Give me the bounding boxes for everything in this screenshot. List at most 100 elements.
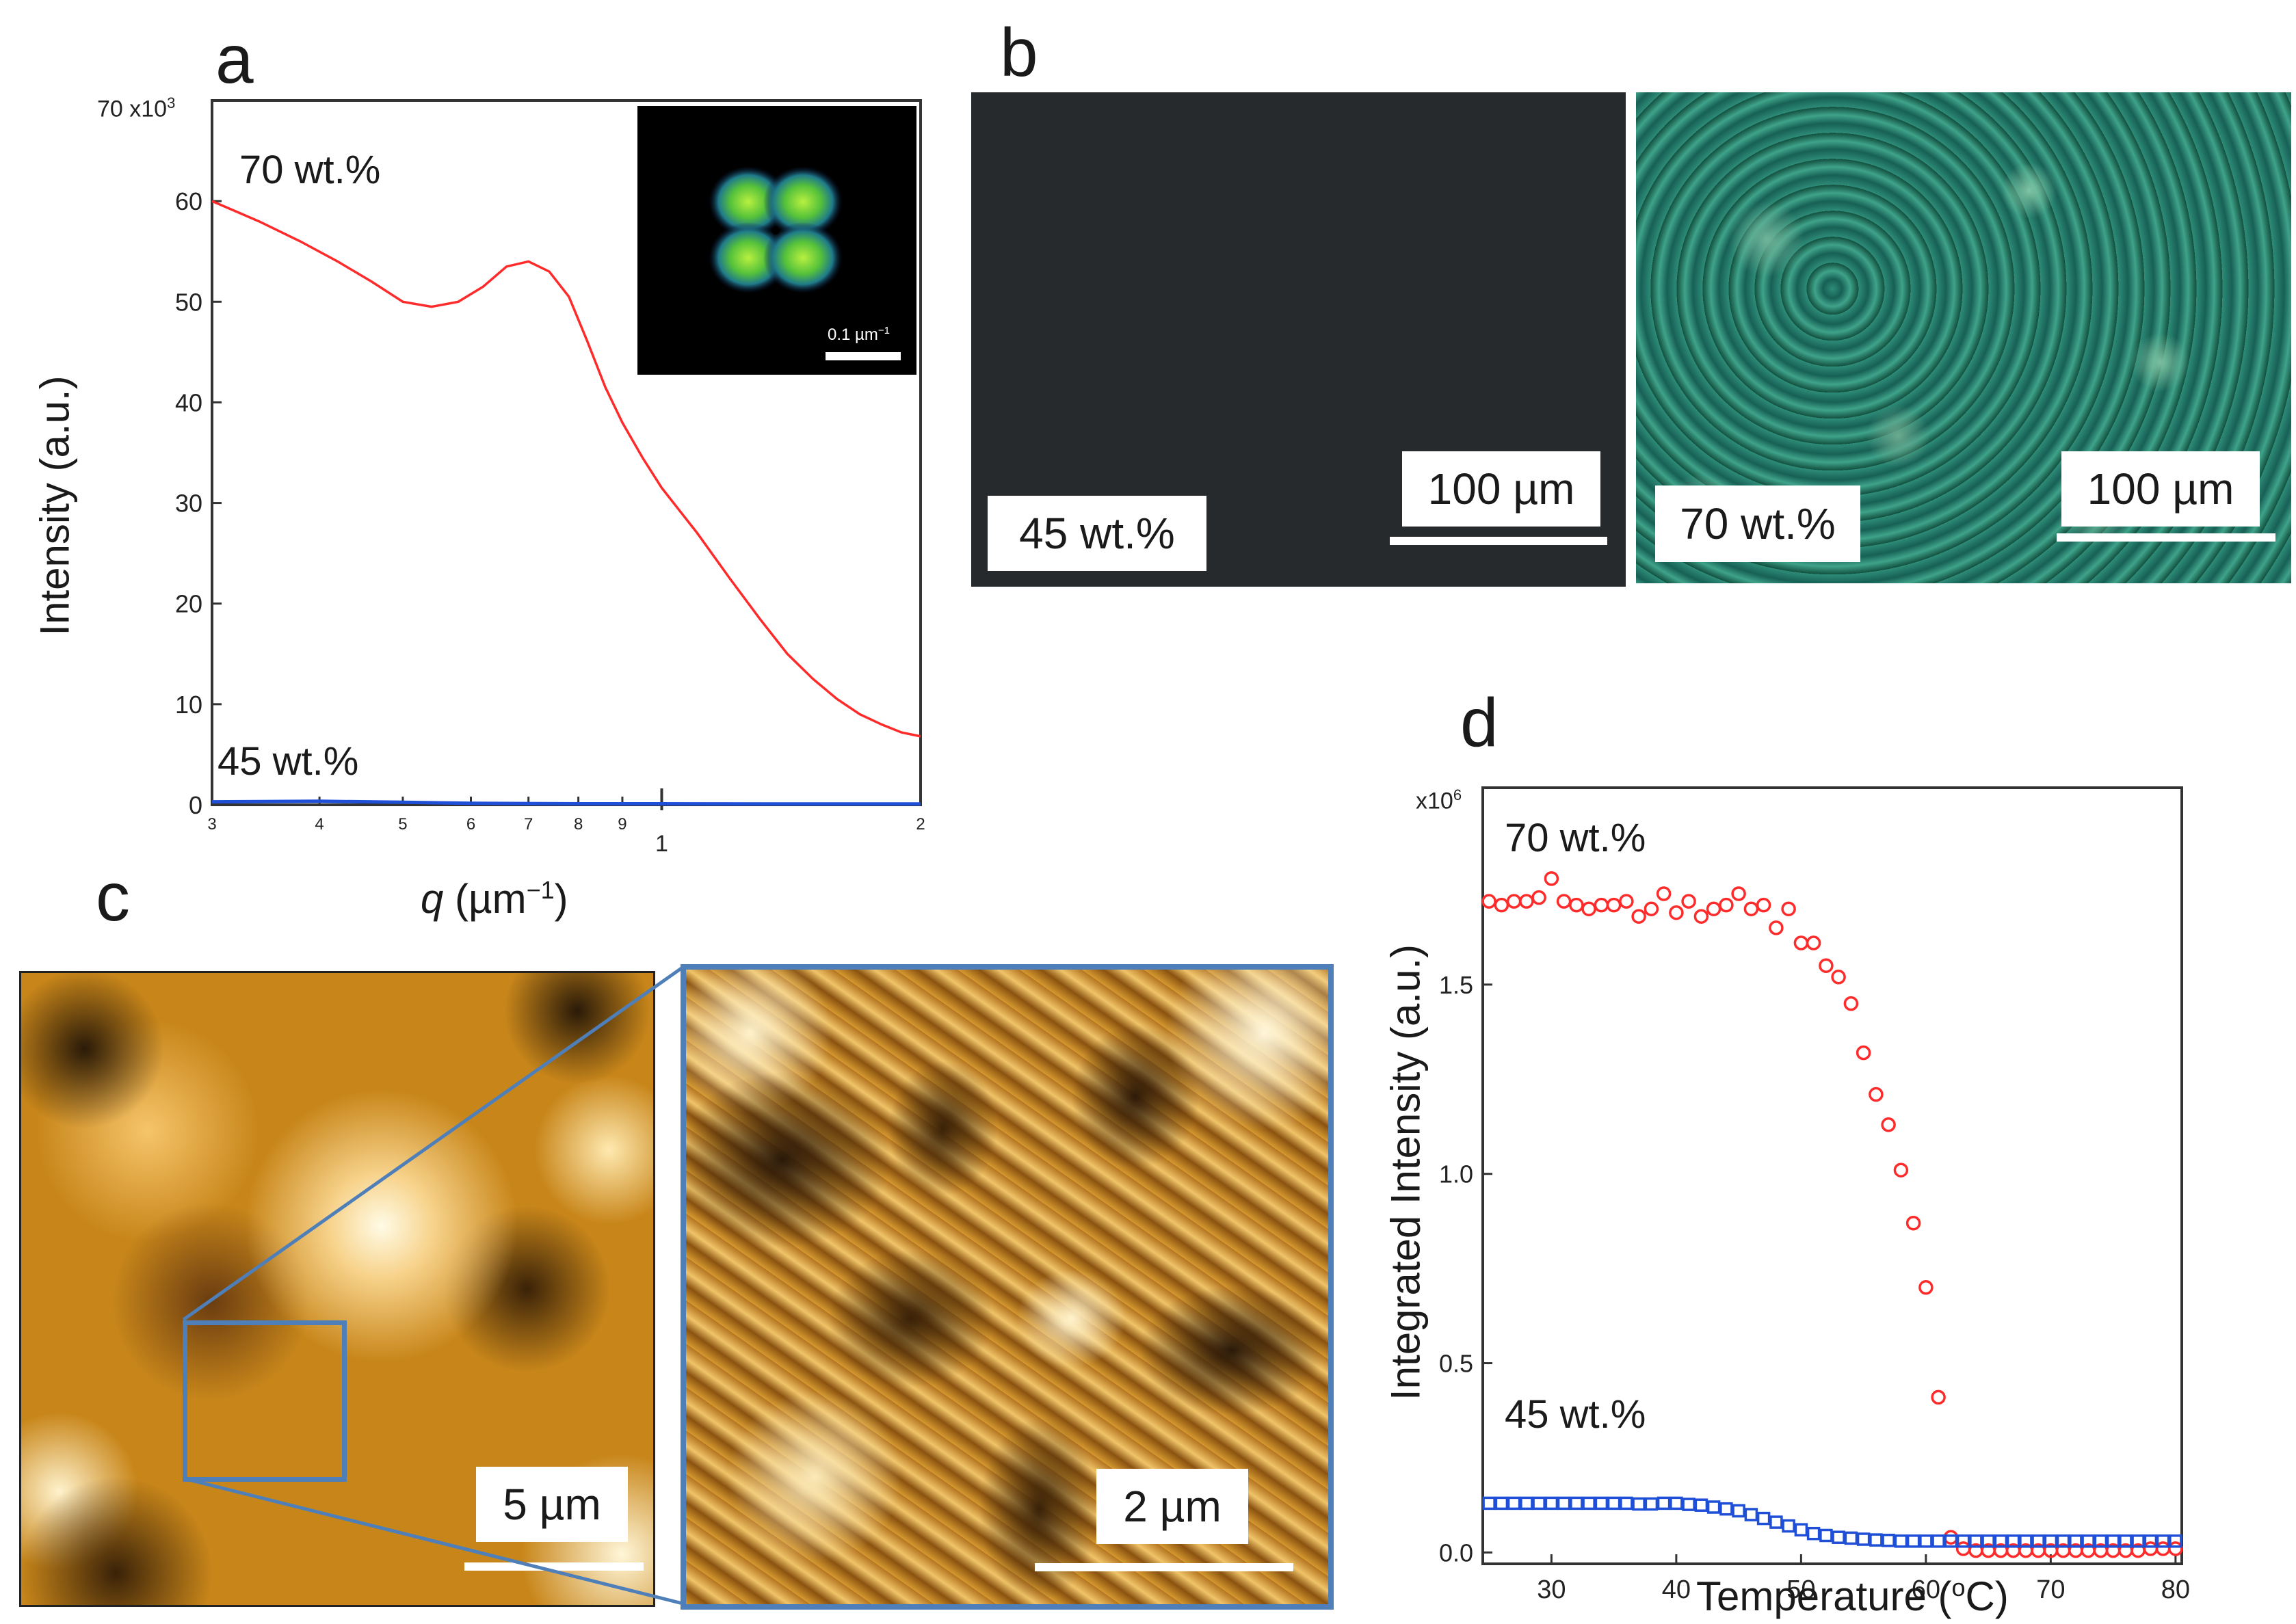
- chart-d-point-45wt: [1557, 1496, 1571, 1510]
- chart-a-y-tick-label: 30: [175, 490, 202, 518]
- panel-b-right-label: 70 wt.%: [1655, 485, 1860, 562]
- chart-d-point-45wt: [1744, 1508, 1758, 1521]
- chart-d-point-70wt: [1905, 1215, 1921, 1231]
- chart-d-point-70wt: [1881, 1117, 1896, 1132]
- chart-d-point-45wt: [2031, 1534, 2045, 1548]
- chart-d-point-70wt: [1494, 897, 1509, 913]
- panel-c-left-scale-label: 5 µm: [476, 1467, 628, 1542]
- chart-a-y-tick-label: 10: [175, 691, 202, 719]
- panel-b-right-scalebar: [2057, 533, 2275, 542]
- chart-d-x-tick-label: 70: [2036, 1575, 2065, 1604]
- chart-d-point-45wt: [1806, 1526, 1821, 1541]
- chart-d-point-45wt: [1832, 1530, 1845, 1544]
- chart-d-point-70wt: [1719, 897, 1734, 913]
- chart-d-point-70wt: [1631, 909, 1646, 924]
- chart-d-x-title: Temperature (oC): [1696, 1573, 2009, 1619]
- chart-d-point-45wt: [1620, 1496, 1633, 1510]
- inset-scattering-pattern: [709, 166, 901, 360]
- chart-d-x-tick-label: 30: [1537, 1575, 1566, 1604]
- chart-d-point-70wt: [1793, 935, 1809, 950]
- chart-d-point-70wt: [1669, 905, 1684, 920]
- chart-d-point-45wt: [1956, 1534, 1970, 1548]
- chart-d-point-45wt: [1719, 1502, 1733, 1516]
- chart-d-point-45wt: [1607, 1496, 1621, 1510]
- chart-d-point-45wt: [2094, 1534, 2108, 1548]
- chart-d-y-tick-label: 1.0: [1439, 1160, 1473, 1188]
- chart-d-point-70wt: [1743, 901, 1759, 916]
- chart-a-x-tick-label: 2: [916, 815, 925, 834]
- panel-c-right-scale-label: 2 µm: [1096, 1469, 1248, 1544]
- chart-d-point-70wt: [1681, 894, 1696, 909]
- chart-d-point-45wt: [1844, 1531, 1858, 1545]
- panel-b-left-scalebar: [1390, 537, 1607, 545]
- chart-d-y-title: Integrated Intensity (a.u.): [1382, 944, 1429, 1401]
- chart-d-point-70wt: [1619, 894, 1634, 909]
- panel-a: 0 10 20 30 40 50 60 3 4 5 6 7 8 9 2 1 70 x103 Intensit…: [0, 0, 958, 923]
- chart-d-point-45wt: [2019, 1534, 2033, 1548]
- panel-c-right-image: 2 µm: [681, 964, 1334, 1610]
- chart-d-point-70wt: [1506, 894, 1522, 909]
- chart-a-x-tick-label: 5: [398, 815, 407, 834]
- chart-d-point-45wt: [1906, 1534, 1921, 1548]
- chart-d-point-45wt: [2081, 1534, 2095, 1548]
- chart-a-series-label-45: 45 wt.%: [217, 739, 359, 784]
- chart-d-point-70wt: [1569, 897, 1584, 913]
- chart-a-x-major-tick-label: 1: [655, 831, 668, 857]
- inset-scale-label: 0.1 µm−1: [828, 325, 890, 344]
- chart-a-series-line-45wt: [211, 799, 921, 806]
- chart-d-point-45wt: [1657, 1496, 1671, 1510]
- chart-a-x-tick-label: 3: [207, 815, 216, 834]
- chart-d-point-70wt: [1531, 890, 1546, 905]
- chart-d-point-45wt: [2169, 1534, 2182, 1548]
- chart-d-point-45wt: [1644, 1497, 1659, 1511]
- chart-d-point-70wt: [1769, 920, 1784, 935]
- chart-d-point-45wt: [2044, 1534, 2058, 1548]
- chart-d-point-70wt: [1519, 894, 1534, 909]
- chart-a-x-tick-label: 8: [574, 815, 583, 834]
- chart-d-point-70wt: [1931, 1389, 1946, 1405]
- chart-d-point-45wt: [1919, 1534, 1933, 1548]
- chart-a-y-tick-label: 50: [175, 288, 202, 316]
- chart-d-point-45wt: [1632, 1497, 1646, 1511]
- chart-d-point-45wt: [2106, 1534, 2120, 1548]
- chart-d-x-tick-label: 50: [1786, 1575, 1815, 1604]
- panel-c-zoom-box: [183, 1320, 347, 1482]
- chart-d-point-45wt: [2143, 1534, 2158, 1548]
- chart-a-x-tick-label: 7: [524, 815, 533, 834]
- chart-d-point-70wt: [1731, 886, 1746, 901]
- chart-d-y-tick-label: 1.5: [1439, 971, 1473, 999]
- chart-d-point-70wt: [1656, 886, 1672, 901]
- chart-d-point-45wt: [1682, 1497, 1695, 1511]
- chart-d-y-tick-label: 0.0: [1439, 1539, 1473, 1567]
- panel-b-letter: b: [1000, 14, 1038, 91]
- panel-c-right-scalebar: [1035, 1563, 1293, 1571]
- chart-d-point-45wt: [2156, 1534, 2170, 1548]
- chart-a-x-tick-label: 9: [618, 815, 626, 834]
- chart-a-y-tick-label: 0: [189, 791, 202, 819]
- chart-d-point-70wt: [1819, 958, 1834, 973]
- chart-d-point-45wt: [1532, 1496, 1546, 1510]
- chart-a-y-title: Intensity (a.u.): [31, 375, 78, 636]
- chart-d-x-tick-label: 40: [1662, 1575, 1691, 1604]
- panel-a-letter: a: [215, 21, 254, 98]
- chart-d-point-45wt: [1544, 1496, 1559, 1510]
- chart-d-x-tick-label: 60: [1912, 1575, 1940, 1604]
- chart-d-point-45wt: [2006, 1534, 2020, 1548]
- chart-d-point-45wt: [1670, 1496, 1683, 1510]
- chart-d-point-70wt: [1481, 894, 1496, 909]
- chart-d-point-70wt: [1706, 901, 1721, 916]
- chart-a-y-tick-label: 20: [175, 590, 202, 618]
- panel-d: 0.0 0.5 1.0 1.5 30 40 50 60 70 80 x106 Integrate…: [1341, 738, 2296, 1624]
- chart-a-y-tick-label: 60: [175, 187, 202, 215]
- chart-d-point-45wt: [2069, 1534, 2083, 1548]
- chart-a-y-multiplier: 70 x103: [97, 94, 176, 122]
- panel-b-right-image: 70 wt.% 100 µm: [1636, 92, 2291, 583]
- chart-d-point-70wt: [2168, 1541, 2183, 1556]
- chart-d-point-70wt: [1756, 897, 1771, 913]
- chart-d-point-45wt: [2056, 1534, 2070, 1548]
- panel-b-left-label: 45 wt.%: [988, 496, 1206, 571]
- chart-d-point-45wt: [1706, 1500, 1721, 1514]
- chart-d-frame: [1481, 786, 2183, 1565]
- chart-d-point-70wt: [1544, 871, 1559, 886]
- chart-d-svg: 0.0 0.5 1.0 1.5 30 40 50 60 70 80: [1439, 786, 2190, 1604]
